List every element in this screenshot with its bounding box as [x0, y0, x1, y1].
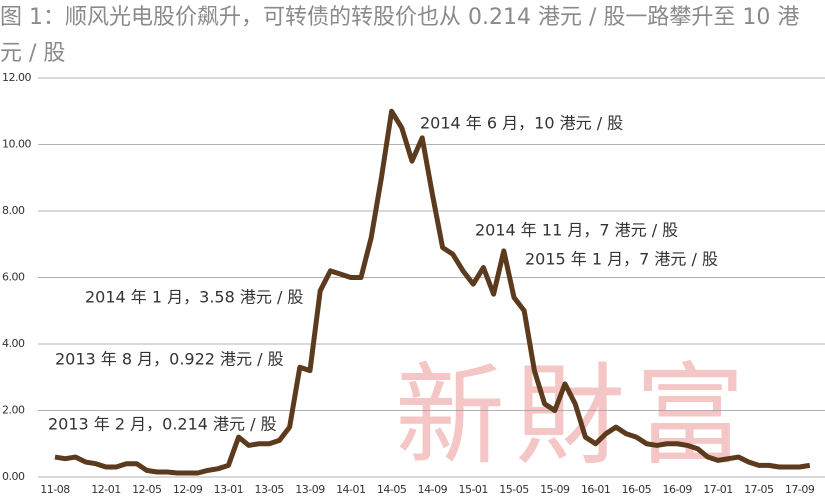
- x-tick-label: 14-09: [418, 483, 448, 496]
- annotation: 2014 年 1 月，3.58 港元 / 股: [85, 288, 303, 307]
- y-tick-label: 0.00: [2, 470, 25, 483]
- x-tick-label: 13-09: [295, 483, 325, 496]
- x-tick-label: 15-09: [540, 483, 570, 496]
- y-tick-label: 10.00: [2, 138, 31, 151]
- annotation: 2014 年 11 月，7 港元 / 股: [475, 221, 678, 240]
- price-line: [54, 108, 811, 476]
- x-tick-label: 12-05: [132, 483, 162, 496]
- x-tick-label: 16-01: [581, 483, 610, 496]
- x-tick-label: 14-01: [336, 483, 365, 496]
- x-tick-label: 17-01: [703, 483, 732, 496]
- x-tick-label: 13-05: [254, 483, 284, 496]
- y-tick-label: 8.00: [2, 204, 25, 217]
- x-tick-label: 14-05: [377, 483, 407, 496]
- x-tick-label: 17-09: [785, 483, 815, 496]
- x-tick-label: 13-01: [214, 483, 243, 496]
- annotation: 2015 年 1 月，7 港元 / 股: [525, 250, 718, 269]
- x-tick-label: 12-01: [91, 483, 120, 496]
- y-tick-label: 12.00: [2, 71, 31, 84]
- y-tick-label: 4.00: [2, 337, 25, 350]
- x-tick-label: 16-05: [622, 483, 652, 496]
- x-tick-label: 15-01: [458, 483, 487, 496]
- y-tick-label: 2.00: [2, 404, 25, 417]
- x-tick-label: 17-05: [744, 483, 774, 496]
- x-tick-label: 15-05: [499, 483, 529, 496]
- x-tick-label: 11-08: [40, 483, 70, 496]
- chart-title: 图 1：顺风光电股价飙升，可转债的转股价也从 0.214 港元 / 股一路攀升至…: [0, 5, 800, 66]
- annotation: 2013 年 8 月，0.922 港元 / 股: [55, 350, 284, 369]
- annotation: 2014 年 6 月，10 港元 / 股: [420, 114, 623, 133]
- x-tick-label: 12-09: [173, 483, 203, 496]
- annotation: 2013 年 2 月，0.214 港元 / 股: [48, 415, 277, 434]
- x-tick-label: 16-09: [662, 483, 692, 496]
- y-tick-label: 6.00: [2, 271, 25, 284]
- watermark: 新財富: [395, 352, 755, 480]
